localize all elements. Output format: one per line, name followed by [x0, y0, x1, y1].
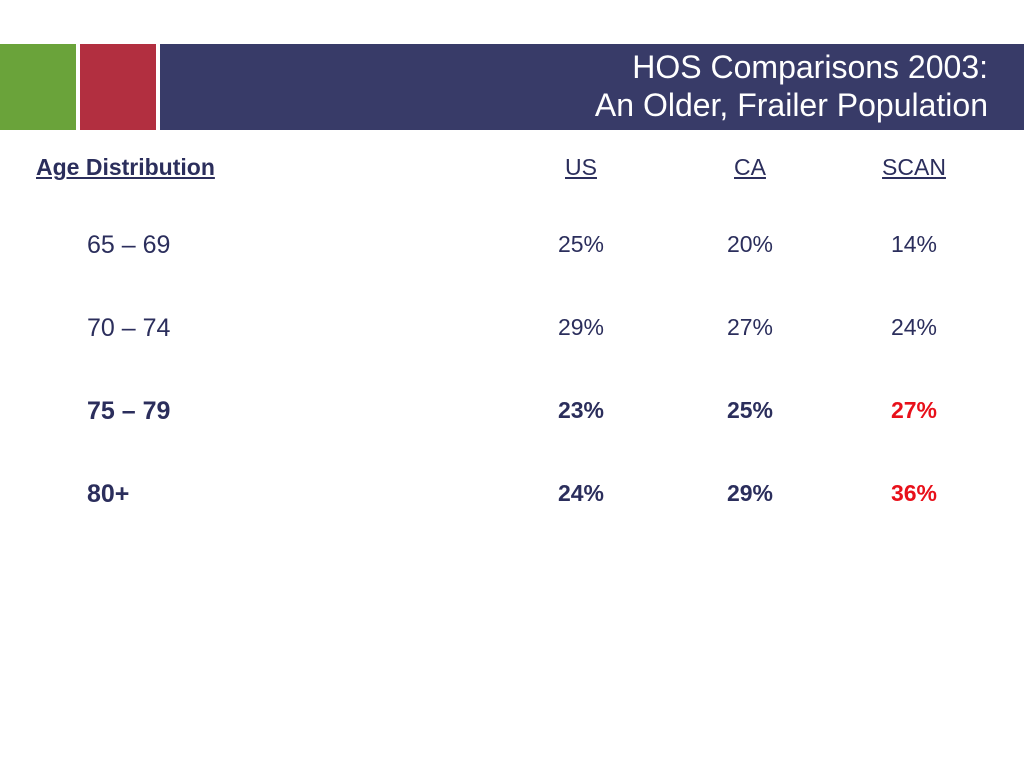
- cell-70-74-us: 29%: [557, 314, 605, 340]
- cell-70-74-ca: 27%: [726, 314, 774, 340]
- column-header-scan: SCAN: [882, 154, 946, 180]
- cell-75-79-scan: 27%: [890, 397, 938, 423]
- cell-75-79-ca: 25%: [726, 397, 774, 423]
- age-distribution-header: Age Distribution: [36, 154, 215, 180]
- column-header-us: US: [565, 154, 597, 180]
- cell-80-plus-scan: 36%: [890, 480, 938, 506]
- green-accent-block: [0, 44, 76, 130]
- cell-65-69-scan: 14%: [890, 231, 938, 257]
- cell-65-69-ca: 20%: [726, 231, 774, 257]
- cell-65-69-us: 25%: [557, 231, 605, 257]
- row-label-80-plus: 80+: [87, 480, 130, 508]
- slide-title: HOS Comparisons 2003: An Older, Frailer …: [595, 48, 988, 124]
- row-label-65-69: 65 – 69: [87, 231, 171, 259]
- cell-70-74-scan: 24%: [890, 314, 938, 340]
- title-bar: HOS Comparisons 2003: An Older, Frailer …: [160, 44, 1024, 130]
- header-band: HOS Comparisons 2003: An Older, Frailer …: [0, 44, 1024, 130]
- cell-75-79-us: 23%: [557, 397, 605, 423]
- red-accent-block: [80, 44, 156, 130]
- row-label-70-74: 70 – 74: [87, 314, 171, 342]
- cell-80-plus-us: 24%: [557, 480, 605, 506]
- slide-title-line-1: HOS Comparisons 2003:: [632, 49, 988, 85]
- cell-80-plus-ca: 29%: [726, 480, 774, 506]
- slide-title-line-2: An Older, Frailer Population: [594, 87, 988, 123]
- row-label-75-79: 75 – 79: [87, 397, 171, 425]
- column-header-ca: CA: [734, 154, 766, 180]
